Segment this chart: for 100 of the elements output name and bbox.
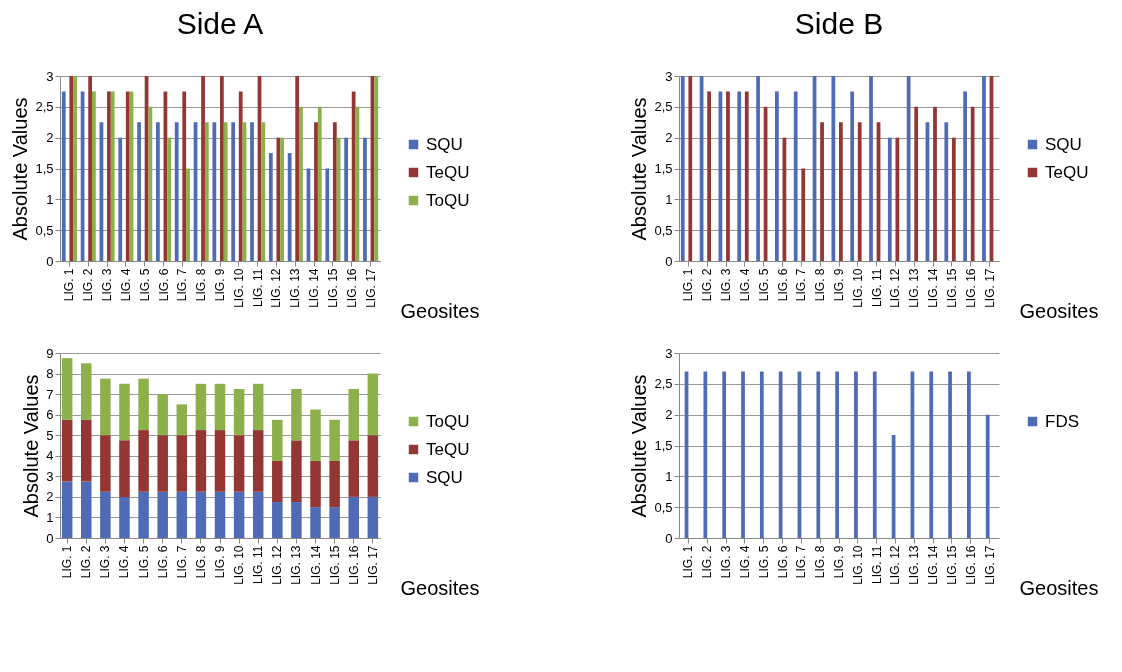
- bar: [272, 419, 283, 461]
- x-tick-label: LIG. 8: [813, 545, 828, 579]
- bar: [291, 502, 302, 538]
- bar: [252, 491, 264, 538]
- y-tick-label: 0,5: [35, 222, 54, 238]
- legend-label: SQU: [1045, 134, 1082, 154]
- y-tick-label: 0: [665, 253, 673, 269]
- bar: [261, 122, 266, 261]
- bar: [329, 460, 340, 508]
- legend-label: ToQU: [426, 190, 470, 210]
- x-tick-label: LIG. 2: [81, 268, 96, 302]
- bar: [820, 122, 824, 261]
- bar: [982, 76, 986, 261]
- x-tick-label: LIG. 10: [850, 545, 865, 585]
- x-tick-label: LIG. 9: [832, 268, 846, 302]
- x-tick-label: LIG. 4: [117, 545, 132, 579]
- bar: [119, 496, 130, 538]
- bar: [276, 137, 281, 261]
- bar: [119, 383, 130, 441]
- bar: [167, 137, 172, 261]
- x-tick-label: LIG. 16: [963, 545, 978, 585]
- bar: [344, 137, 348, 261]
- bar: [963, 91, 967, 261]
- bar: [332, 122, 337, 261]
- bar: [325, 168, 330, 261]
- x-tick-label: LIG. 6: [156, 268, 171, 302]
- bar: [839, 122, 843, 261]
- x-tick-label: LIG. 12: [888, 545, 903, 585]
- x-tick-label: LIG. 5: [137, 268, 152, 302]
- y-tick-label: 2,5: [654, 99, 673, 115]
- y-tick-label: 3: [665, 345, 673, 361]
- y-tick-label: 2,5: [654, 376, 673, 392]
- bar: [148, 106, 153, 261]
- bar: [174, 122, 179, 261]
- bar: [201, 76, 205, 261]
- x-tick-label: LIG. 14: [307, 268, 322, 308]
- x-tick-label: LIG. 11: [251, 545, 266, 584]
- bar: [110, 91, 115, 261]
- x-tick-label: LIG. 13: [907, 545, 922, 585]
- x-tick-label: LIG. 6: [775, 268, 790, 302]
- bar: [816, 371, 821, 538]
- legend-label: TeQU: [1045, 162, 1089, 182]
- bar: [869, 76, 873, 261]
- y-axis-title: Absolute Values: [628, 97, 651, 241]
- x-tick-label: LIG. 14: [926, 545, 941, 585]
- x-tick-label: LIG. 1: [681, 268, 696, 302]
- bar: [906, 76, 911, 261]
- bar: [233, 491, 245, 538]
- x-tick-label: LIG. 3: [719, 268, 734, 302]
- bar: [329, 507, 340, 538]
- x-tick-label: LIG. 12: [269, 268, 284, 308]
- bar: [363, 137, 367, 261]
- x-tick-label: LIG. 7: [175, 268, 190, 302]
- bar: [299, 106, 303, 261]
- bar: [367, 373, 379, 436]
- bar: [195, 430, 207, 492]
- x-tick-label: LIG. 11: [250, 268, 265, 307]
- x-tick-label: LIG. 10: [232, 545, 247, 585]
- bar: [707, 91, 711, 261]
- bar: [272, 460, 283, 503]
- bar: [252, 383, 264, 431]
- x-tick-label: LIG. 4: [118, 268, 133, 302]
- bar: [348, 440, 359, 497]
- y-tick-label: 1,5: [35, 161, 54, 176]
- y-tick-label: 1: [46, 509, 54, 525]
- x-tick-label: LIG. 15: [327, 545, 342, 585]
- bar: [835, 371, 839, 538]
- bar: [348, 388, 359, 441]
- y-tick-label: 3: [665, 68, 673, 84]
- y-tick-label: 0: [46, 530, 54, 546]
- x-tick-label: LIG. 9: [213, 268, 227, 302]
- bar: [756, 76, 760, 261]
- bar: [204, 122, 209, 261]
- bar: [348, 496, 359, 538]
- bar: [92, 91, 96, 261]
- x-tick-label: LIG. 17: [363, 268, 378, 308]
- bar: [967, 371, 971, 538]
- x-tick-label: LIG. 11: [869, 268, 884, 307]
- bar: [310, 460, 321, 508]
- x-tick-label: LIG. 12: [888, 268, 903, 308]
- bar: [759, 371, 764, 538]
- bar: [81, 419, 92, 482]
- x-tick-label: LIG. 2: [700, 545, 715, 579]
- y-tick-label: 9: [46, 345, 54, 361]
- x-tick-label: LIG. 9: [832, 545, 846, 579]
- y-tick-label: 7: [46, 386, 54, 402]
- bar: [138, 491, 149, 538]
- x-tick-label: LIG. 13: [907, 268, 922, 308]
- bar: [970, 106, 975, 261]
- x-tick-label: LIG. 12: [270, 545, 285, 585]
- x-tick-label: LIG. 9: [213, 545, 227, 579]
- y-tick-label: 1: [665, 191, 673, 207]
- bar: [801, 168, 806, 261]
- bar: [212, 122, 217, 261]
- bar: [220, 76, 224, 261]
- legend-label: TeQU: [426, 162, 470, 182]
- bar: [317, 106, 322, 261]
- bar: [367, 496, 379, 538]
- bar: [100, 435, 111, 492]
- bar: [100, 491, 111, 538]
